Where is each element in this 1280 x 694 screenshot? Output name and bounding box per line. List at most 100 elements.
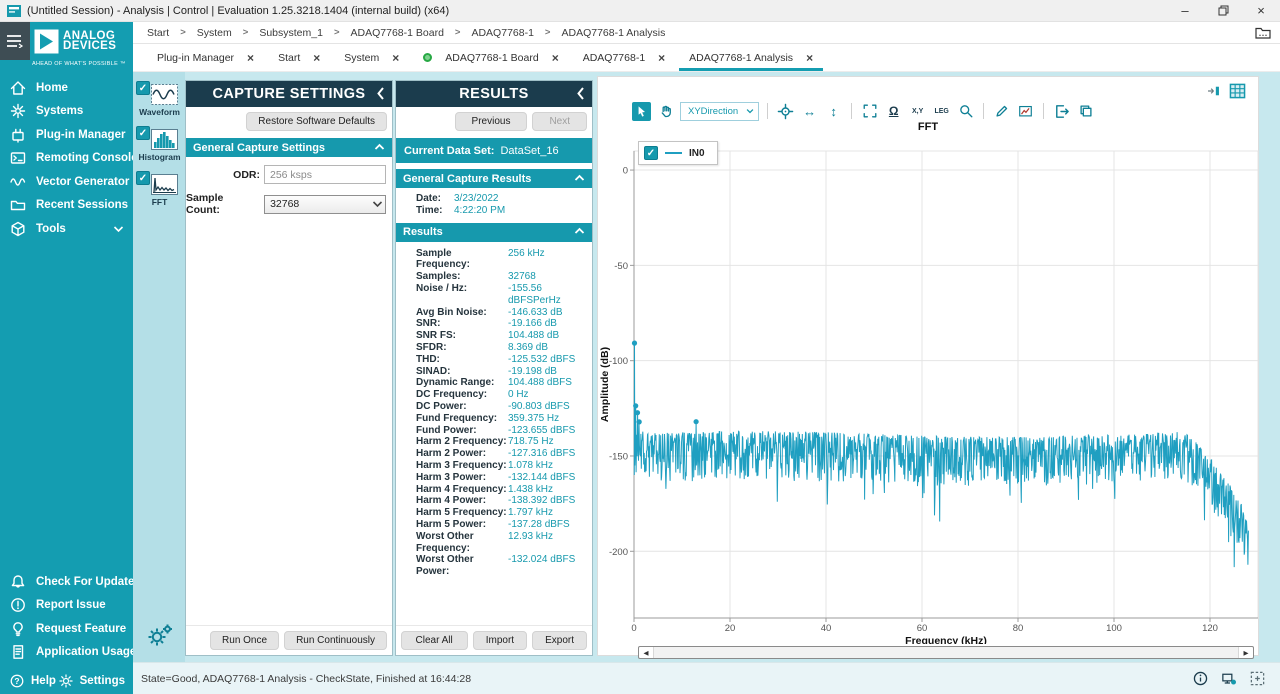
vertical-arrows-icon[interactable]: ↕ bbox=[830, 103, 837, 119]
collapse-panel-icon[interactable] bbox=[576, 86, 585, 101]
copy-image-icon[interactable] bbox=[1076, 102, 1095, 121]
selection-frame-icon[interactable] bbox=[1249, 670, 1266, 687]
legend-toggle-icon[interactable]: LEG bbox=[934, 107, 949, 115]
sample-count-label: Sample Count: bbox=[186, 192, 224, 216]
tab-adaq7768-1-board[interactable]: ADAQ7768-1 Board × bbox=[411, 44, 570, 71]
horizontal-arrows-icon[interactable]: ↔ bbox=[803, 103, 817, 119]
svg-text:40: 40 bbox=[821, 623, 832, 634]
horizontal-scrollbar[interactable]: ◀ ▶ bbox=[638, 646, 1254, 659]
odr-input[interactable] bbox=[264, 165, 386, 184]
sidebar-item-report-issue[interactable]: Report Issue bbox=[0, 594, 133, 618]
import-button[interactable]: Import bbox=[472, 631, 528, 650]
zoom-magnifier-icon[interactable] bbox=[956, 102, 975, 121]
adi-logo[interactable]: ANALOG DEVICES AHEAD OF WHAT'S POSSIBLE … bbox=[30, 22, 133, 67]
pan-hand-icon[interactable] bbox=[656, 102, 675, 121]
tab-adaq7768-1[interactable]: ADAQ7768-1 × bbox=[582, 50, 666, 65]
checkbox-checked-icon[interactable]: ✓ bbox=[136, 81, 150, 95]
checkbox-checked-icon[interactable]: ✓ bbox=[136, 126, 150, 140]
breadcrumb-item-system[interactable]: System bbox=[196, 26, 232, 39]
scroll-left-icon[interactable]: ◀ bbox=[643, 649, 649, 657]
run-continuously-button[interactable]: Run Continuously bbox=[284, 631, 387, 650]
sample-count-select[interactable]: 32768 bbox=[264, 194, 386, 214]
export-data-icon[interactable] bbox=[1052, 102, 1071, 121]
sidebar-item-recent-sessions[interactable]: Recent Sessions bbox=[0, 194, 148, 218]
breadcrumb-item-adaq7768-1-analysis[interactable]: ADAQ7768-1 Analysis bbox=[561, 26, 666, 39]
chevron-up-icon[interactable] bbox=[574, 173, 585, 185]
clear-all-button[interactable]: Clear All bbox=[400, 631, 468, 650]
tab-close-icon[interactable]: × bbox=[806, 50, 814, 65]
fft-chart-panel: XYDirection ↔ ↕ Ω X,Y LEG FFT 0 -50 -100 -150 -20… bbox=[597, 76, 1260, 659]
device-status-icon[interactable] bbox=[1220, 670, 1238, 687]
minimize-button[interactable]: – bbox=[1181, 3, 1189, 18]
breadcrumb-separator: > bbox=[180, 27, 186, 38]
systems-icon bbox=[9, 102, 27, 120]
view-toggle-waveform[interactable]: ✓ Waveform bbox=[136, 81, 183, 117]
sidebar-item-request-feature[interactable]: Request Feature bbox=[0, 617, 133, 641]
breadcrumb-separator: > bbox=[242, 27, 249, 38]
breadcrumb-item-subsystem-1[interactable]: Subsystem_1 bbox=[259, 26, 323, 39]
restore-button[interactable] bbox=[1204, 0, 1242, 22]
breadcrumb-separator: > bbox=[454, 27, 461, 38]
data-grid-icon[interactable] bbox=[1229, 83, 1246, 99]
pointer-select-icon[interactable] bbox=[632, 101, 651, 121]
result-row-samples: Samples: 32768 bbox=[416, 271, 536, 283]
legend-checkbox-icon[interactable]: ✓ bbox=[644, 146, 658, 160]
analysis-settings-gear-icon[interactable] bbox=[133, 622, 185, 648]
menu-toggle-button[interactable] bbox=[0, 22, 30, 60]
scroll-right-icon[interactable]: ▶ bbox=[1243, 649, 1249, 657]
breadcrumb-bar: Start > System > Subsystem_1 > ADAQ7768-1 Boar… bbox=[133, 22, 1280, 44]
previous-button[interactable]: Previous bbox=[454, 112, 528, 131]
tab-system[interactable]: System × bbox=[344, 50, 400, 65]
sidebar-item-systems[interactable]: Systems bbox=[0, 100, 133, 124]
tab-close-icon[interactable]: × bbox=[658, 50, 666, 65]
sidebar-item-vector-generator[interactable]: Vector Generator bbox=[0, 170, 133, 194]
current-data-set-label: Current Data Set: bbox=[404, 144, 495, 157]
collapse-panel-icon[interactable] bbox=[1206, 84, 1221, 98]
session-folder-icon[interactable] bbox=[1254, 25, 1272, 40]
collapse-panel-icon[interactable] bbox=[376, 86, 385, 101]
tab-close-icon[interactable]: × bbox=[551, 50, 559, 65]
sidebar-item-tools[interactable]: Tools bbox=[0, 217, 133, 241]
chevron-up-icon[interactable] bbox=[574, 226, 585, 238]
view-toggle-histogram[interactable]: ✓ Histogram bbox=[136, 126, 183, 162]
breadcrumb-item-adaq7768-1[interactable]: ADAQ7768-1 bbox=[471, 26, 534, 39]
info-icon[interactable] bbox=[1192, 670, 1209, 687]
fft-plot[interactable]: 0 -50 -100 -150 -200 0 20 40 60 80 100 120 Frequency… bbox=[598, 139, 1260, 644]
scrollbar-thumb[interactable] bbox=[653, 647, 1239, 658]
restore-defaults-button[interactable]: Restore Software Defaults bbox=[246, 112, 387, 131]
tab-adaq7768-1-analysis[interactable]: ADAQ7768-1 Analysis × bbox=[677, 44, 825, 71]
sidebar-item-help[interactable]: ? Help bbox=[9, 673, 56, 689]
close-button[interactable]: × bbox=[1257, 3, 1265, 18]
breadcrumb-item-adaq7768-1-board[interactable]: ADAQ7768-1 Board bbox=[350, 26, 444, 39]
histogram-icon bbox=[151, 129, 178, 150]
tab-close-icon[interactable]: × bbox=[313, 50, 321, 65]
crosshair-icon[interactable] bbox=[776, 102, 795, 121]
chevron-up-icon[interactable] bbox=[374, 142, 385, 154]
sidebar-item-home[interactable]: Home bbox=[0, 76, 133, 100]
tab-close-icon[interactable]: × bbox=[392, 50, 400, 65]
omega-icon[interactable]: Ω bbox=[888, 104, 899, 118]
xy-values-icon[interactable]: X,Y bbox=[912, 107, 924, 115]
export-button[interactable]: Export bbox=[532, 631, 587, 650]
svg-text:Frequency (kHz): Frequency (kHz) bbox=[905, 635, 987, 644]
time-row: Time: 4:22:20 PM bbox=[416, 204, 506, 216]
sidebar-item-plug-in-manager[interactable]: Plug-in Manager bbox=[0, 123, 133, 147]
view-toggle-fft[interactable]: ✓ FFT bbox=[136, 171, 183, 207]
checkbox-checked-icon[interactable]: ✓ bbox=[136, 171, 150, 185]
next-button[interactable]: Next bbox=[532, 112, 587, 131]
tab-close-icon[interactable]: × bbox=[247, 50, 255, 65]
breadcrumb-item-start[interactable]: Start bbox=[147, 26, 170, 39]
snapshot-chart-icon[interactable] bbox=[1016, 102, 1035, 121]
tab-plug-in-manager[interactable]: Plug-in Manager × bbox=[157, 50, 255, 65]
sidebar-item-remoting-console[interactable]: Remoting Console bbox=[0, 147, 138, 171]
annotate-pen-icon[interactable] bbox=[992, 102, 1011, 121]
fit-view-icon[interactable] bbox=[860, 102, 879, 121]
sidebar-item-settings[interactable]: Settings bbox=[58, 673, 125, 689]
svg-text:0: 0 bbox=[623, 166, 628, 177]
tab-start[interactable]: Start × bbox=[278, 50, 321, 65]
sidebar-item-application-usage-logging[interactable]: Application Usage Logging bbox=[0, 641, 185, 665]
capture-settings-title: CAPTURE SETTINGS bbox=[212, 86, 366, 102]
sidebar-item-check-for-updates[interactable]: Check For Updates bbox=[0, 570, 141, 594]
xy-direction-dropdown[interactable]: XYDirection bbox=[680, 101, 760, 121]
run-once-button[interactable]: Run Once bbox=[210, 631, 280, 650]
